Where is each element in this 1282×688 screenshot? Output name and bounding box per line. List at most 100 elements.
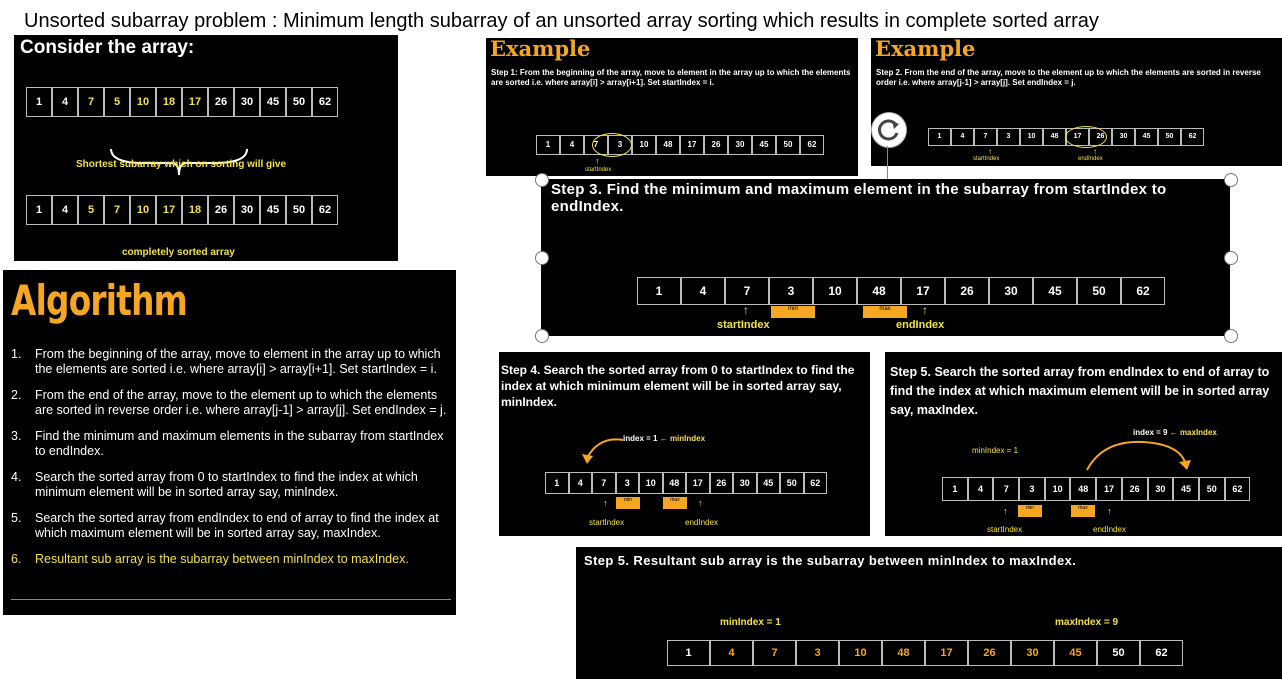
array-cell: 45: [260, 87, 286, 117]
array-cell: 1: [545, 472, 569, 494]
start-arrow-up-icon: ↑: [743, 303, 749, 317]
array-cell: 5: [104, 87, 130, 117]
step2-text: Step 2. From the end of the array, move …: [876, 68, 1261, 87]
curved-arrow-icon: [582, 438, 624, 464]
array-cell: 48: [857, 277, 901, 305]
min-tag: min: [771, 306, 815, 318]
end-index-label: endIndex: [896, 319, 945, 331]
array-cell: 45: [1135, 128, 1158, 146]
array-cell: 17: [925, 640, 968, 666]
highlight-ellipse: [592, 133, 632, 157]
end-index-label: endIndex: [685, 518, 718, 527]
array-cell: 62: [1181, 128, 1204, 146]
resize-handle-ml[interactable]: [535, 251, 549, 265]
array-cell: 48: [1070, 477, 1097, 501]
end-arrow-up-icon: ↑: [698, 498, 703, 508]
panel-heading: Consider the array:: [20, 37, 195, 58]
array-cell: 30: [1011, 640, 1054, 666]
array-cell: 30: [1112, 128, 1135, 146]
min-index-label: minIndex = 1: [720, 617, 781, 628]
max-index-label: maxIndex = 9: [1055, 617, 1119, 628]
index-annotation: index = 1 ← minIndex: [623, 434, 705, 443]
max-tag: max: [1071, 505, 1095, 517]
array-cell: 7: [993, 477, 1020, 501]
array-cell: 4: [967, 477, 994, 501]
start-index-label: startIndex: [585, 167, 612, 173]
unsorted-array: 1 4 7 5 10 18 17 26 30 45 50 62: [26, 87, 338, 117]
array-cell: 48: [882, 640, 925, 666]
curved-arrow-icon: [1086, 440, 1191, 471]
array-cell: 3: [769, 277, 813, 305]
array-cell: 26: [704, 135, 728, 155]
end-arrow-up-icon: ↑: [1107, 506, 1112, 516]
array-cell: 50: [1198, 477, 1225, 501]
array-cell: 62: [800, 135, 824, 155]
array-cell: 17: [182, 87, 208, 117]
array-cell: 10: [1020, 128, 1043, 146]
array-cell: 45: [752, 135, 776, 155]
array-cell: 1: [928, 128, 951, 146]
array-cell: 50: [286, 195, 312, 225]
array-cell: 18: [156, 87, 182, 117]
algo-step-6: 6. Resultant sub array is the subarray be…: [11, 552, 409, 566]
array-cell: 17: [1096, 477, 1122, 501]
array-cell: 26: [208, 87, 234, 117]
example-step1-panel: Example Step 1: From the beginning of th…: [486, 38, 858, 176]
start-index-label: startIndex: [717, 319, 770, 331]
step3-text: Step 3. Find the minimum and maximum ele…: [551, 181, 1167, 215]
index-name: minIndex: [669, 434, 706, 443]
consider-array-panel: Consider the array: 1 4 7 5 10 18 17 26 30 45 50 62…: [14, 35, 398, 261]
array-cell: 4: [560, 135, 584, 155]
resize-handle-mr[interactable]: [1224, 251, 1238, 265]
algorithm-list: 1. From the beginning of the array, move …: [11, 347, 455, 567]
panel-footer: completely sorted array: [122, 247, 235, 258]
max-tag: max: [663, 497, 687, 509]
rotate-handle-icon[interactable]: [871, 112, 907, 148]
array-cell: 7: [725, 277, 769, 305]
array-cell: 26: [709, 472, 733, 494]
array-cell: 26: [968, 640, 1011, 666]
left-arrow-icon: ←: [659, 434, 668, 443]
result-text: Step 5. Resultant sub array is the subar…: [584, 553, 1077, 568]
result-panel: Step 5. Resultant sub array is the subar…: [576, 547, 1282, 679]
array-cell: 7: [592, 472, 616, 494]
example-title: Example: [875, 38, 976, 61]
step3-array: 1 4 7 3 10 48 17 26 30 45 50 62: [637, 277, 1165, 305]
example-step2-panel: Example Step 2. From the end of the arra…: [871, 38, 1282, 166]
step4-array: 1 4 7 3 10 48 17 26 30 45 50 62: [545, 472, 827, 494]
array-cell: 1: [26, 195, 52, 225]
resize-handle-tl[interactable]: [535, 173, 549, 187]
brace-label: Shortest subarray which on sorting will …: [76, 159, 287, 170]
array-cell: 4: [52, 87, 78, 117]
array-cell: 62: [1140, 640, 1183, 666]
array-cell: 26: [1121, 477, 1148, 501]
array-cell: 3: [997, 128, 1020, 146]
array-cell: 45: [1033, 277, 1077, 305]
page-title: Unsorted subarray problem : Minimum leng…: [24, 10, 1099, 32]
array-cell: 48: [662, 472, 686, 494]
array-cell: 30: [733, 472, 757, 494]
resize-handle-tr[interactable]: [1224, 173, 1238, 187]
resize-handle-br[interactable]: [1224, 329, 1238, 343]
step3-panel[interactable]: Step 3. Find the minimum and maximum ele…: [541, 179, 1230, 336]
resize-handle-bl[interactable]: [535, 329, 549, 343]
array-cell: 1: [942, 477, 968, 501]
bottom-line: [11, 599, 451, 600]
array-cell: 10: [130, 195, 156, 225]
array-cell: 4: [568, 472, 592, 494]
highlight-ellipse: [1065, 126, 1107, 148]
min-tag: min: [616, 497, 640, 509]
array-cell: 62: [803, 472, 827, 494]
array-cell: 3: [1019, 477, 1045, 501]
array-cell: 1: [637, 277, 681, 305]
array-cell: 30: [728, 135, 752, 155]
arrow-up-icon: ↑: [595, 156, 600, 166]
array-cell: 4: [681, 277, 725, 305]
array-cell: 50: [1158, 128, 1181, 146]
array-cell: 50: [1097, 640, 1140, 666]
array-cell: 62: [312, 87, 338, 117]
end-index-label: endIndex: [1093, 525, 1126, 534]
array-cell: 4: [951, 128, 974, 146]
array-cell: 17: [680, 135, 704, 155]
algo-step-2: 2. From the end of the array, move to the…: [11, 388, 447, 417]
